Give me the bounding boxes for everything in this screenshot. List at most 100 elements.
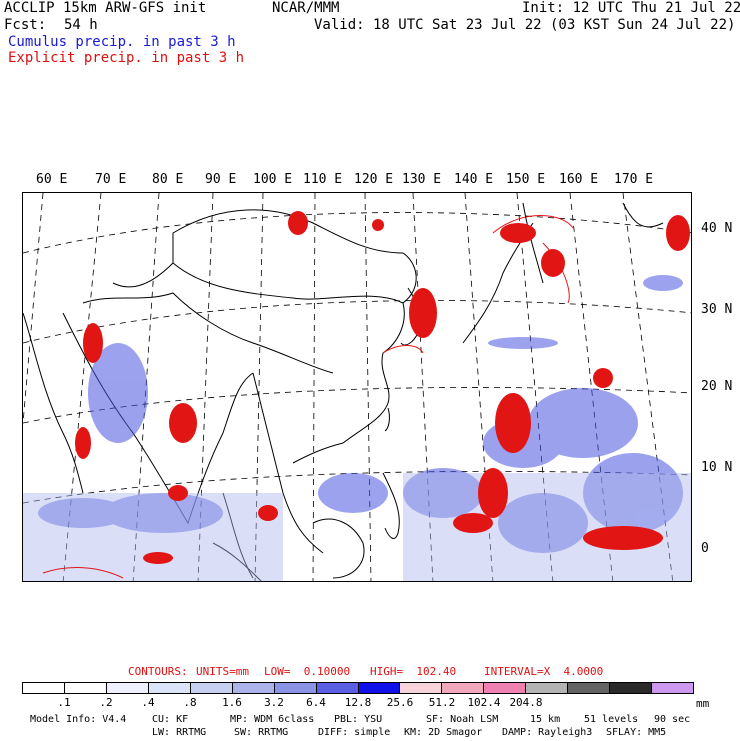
explicit-contour bbox=[382, 345, 424, 354]
colorbar-tick-label: .2 bbox=[99, 696, 113, 709]
explicit-cell bbox=[288, 211, 308, 235]
explicit-cell bbox=[143, 552, 173, 564]
explicit-cell bbox=[75, 427, 91, 459]
colorbar-tick-label: 12.8 bbox=[344, 696, 372, 709]
cumulus-precip bbox=[38, 275, 683, 553]
cumulus-cell bbox=[528, 388, 638, 458]
colorbar-swatch bbox=[526, 683, 569, 693]
contour-prefix: CONTOURS: bbox=[128, 665, 188, 678]
colorbar-tick-label: 204.8 bbox=[509, 696, 543, 709]
forecast-label: Fcst: bbox=[4, 17, 47, 33]
institution-label: NCAR/MMM bbox=[272, 0, 340, 16]
colorbar-tick-label: 1.6 bbox=[222, 696, 242, 709]
colorbar-swatch bbox=[358, 683, 401, 693]
cumulus-band bbox=[23, 493, 283, 581]
colorbar-swatch bbox=[64, 683, 107, 693]
model-title: ACCLIP 15km ARW-GFS init bbox=[4, 0, 207, 16]
init-time: Init: 12 UTC Thu 21 Jul 22 bbox=[522, 0, 740, 16]
colorbar-swatch bbox=[106, 683, 149, 693]
cumulus-cell bbox=[583, 453, 683, 533]
colorbar-swatch bbox=[610, 683, 653, 693]
explicit-cell bbox=[666, 215, 690, 251]
interior-border bbox=[112, 262, 174, 288]
colorbar-tick-label: .1 bbox=[57, 696, 71, 709]
explicit-cell bbox=[168, 485, 188, 501]
colorbar-swatch bbox=[568, 683, 611, 693]
surface-layer-scheme: SFLAY: MM5 bbox=[606, 727, 667, 738]
colorbar-swatch bbox=[652, 683, 693, 693]
lat-label: 0 bbox=[701, 541, 709, 556]
longwave-scheme: LW: RRTMG bbox=[152, 727, 207, 738]
explicit-cell bbox=[83, 323, 103, 363]
colorbar-swatch bbox=[274, 683, 317, 693]
damping-scheme: DAMP: Rayleigh3 bbox=[502, 727, 593, 738]
cumulus-precip-light bbox=[23, 473, 691, 581]
lon-label: 130 E bbox=[402, 172, 442, 187]
lon-label: 110 E bbox=[303, 172, 343, 187]
explicit-cell bbox=[478, 468, 508, 518]
colorbar-tick-label: 25.6 bbox=[386, 696, 414, 709]
resolution: 15 km bbox=[530, 714, 561, 725]
borneo-coast bbox=[312, 518, 365, 579]
mongolia-border bbox=[172, 209, 417, 304]
lon-label: 60 E bbox=[36, 172, 68, 187]
colorbar-swatch bbox=[23, 683, 65, 693]
contour-high: HIGH= 102.40 bbox=[370, 665, 457, 678]
colorbar-tick-label: 3.2 bbox=[264, 696, 284, 709]
interior-border bbox=[82, 292, 334, 374]
lon-label: 70 E bbox=[95, 172, 127, 187]
surface-scheme: SF: Noah LSM bbox=[426, 714, 499, 725]
explicit-cell bbox=[372, 219, 384, 231]
lat-label: 40 N bbox=[701, 221, 733, 236]
explicit-cell bbox=[169, 403, 197, 443]
kamchatka-coast bbox=[622, 202, 664, 228]
contour-interval: INTERVAL=X 4.0000 bbox=[484, 665, 604, 678]
parallel bbox=[23, 212, 691, 254]
model-info: Model Info: V4.4 bbox=[30, 714, 127, 725]
cumulus-cell bbox=[88, 343, 148, 443]
explicit-cell bbox=[453, 513, 493, 533]
colorbar-swatch bbox=[232, 683, 275, 693]
lon-label: 140 E bbox=[454, 172, 494, 187]
cumulus-cell bbox=[318, 473, 388, 513]
sumatra-coast bbox=[212, 542, 262, 581]
cumulus-cell bbox=[643, 275, 683, 291]
explicit-contour bbox=[42, 567, 124, 579]
colorbar-swatch bbox=[316, 683, 359, 693]
lon-label: 120 E bbox=[354, 172, 394, 187]
legend-explicit-precip: Explicit precip. in past 3 h bbox=[8, 50, 245, 66]
meridian bbox=[364, 193, 372, 581]
cumulus-cell bbox=[488, 337, 558, 349]
meridian bbox=[23, 193, 44, 424]
philippines-coast bbox=[382, 472, 400, 539]
explicit-precip bbox=[75, 211, 690, 564]
km-scheme: KM: 2D Smagor bbox=[404, 727, 483, 738]
precip-map bbox=[22, 192, 692, 582]
cumulus-cell bbox=[498, 493, 588, 553]
explicit-contour bbox=[492, 215, 574, 234]
lat-label: 20 N bbox=[701, 379, 733, 394]
explicit-cell bbox=[495, 393, 531, 453]
colorbar-tick-label: 102.4 bbox=[467, 696, 501, 709]
lon-label: 150 E bbox=[506, 172, 546, 187]
explicit-contours bbox=[42, 215, 574, 579]
explicit-cell bbox=[541, 249, 565, 277]
lat-label: 10 N bbox=[701, 460, 733, 475]
lon-label: 170 E bbox=[614, 172, 654, 187]
cumulus-cell bbox=[403, 468, 483, 518]
colorbar-tick-label: 6.4 bbox=[306, 696, 326, 709]
indochina-coast bbox=[252, 372, 324, 554]
legend-cumulus-precip: Cumulus precip. in past 3 h bbox=[8, 34, 236, 50]
valid-time: Valid: 18 UTC Sat 23 Jul 22 (03 KST Sun … bbox=[314, 17, 736, 33]
china-coast bbox=[292, 302, 405, 464]
shortwave-scheme: SW: RRTMG bbox=[234, 727, 289, 738]
colorbar-tick-label: 51.2 bbox=[428, 696, 456, 709]
diffusion-scheme: DIFF: simple bbox=[318, 727, 391, 738]
forecast-hour: 54 h bbox=[64, 17, 98, 33]
lat-label: 30 N bbox=[701, 302, 733, 317]
microphysics-scheme: MP: WDM 6class bbox=[230, 714, 315, 725]
lon-label: 80 E bbox=[152, 172, 184, 187]
explicit-contour bbox=[542, 242, 570, 304]
lon-label: 100 E bbox=[253, 172, 293, 187]
cumulus-cell bbox=[103, 493, 223, 533]
